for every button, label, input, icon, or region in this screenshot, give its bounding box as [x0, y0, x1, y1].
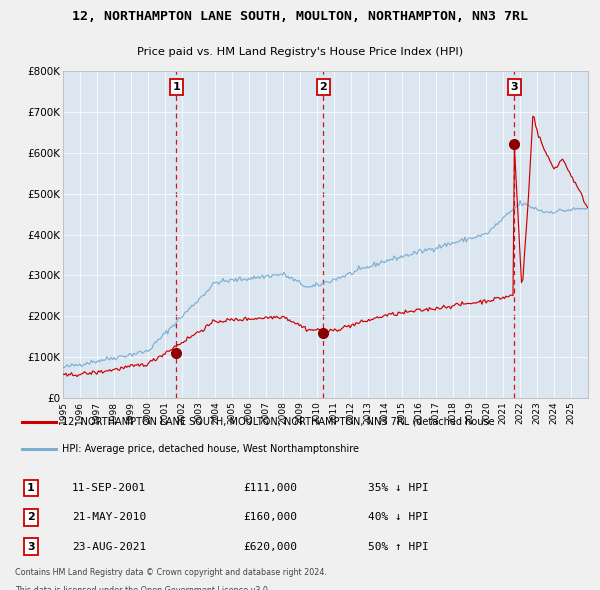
Text: 11-SEP-2001: 11-SEP-2001 — [72, 483, 146, 493]
Text: 35% ↓ HPI: 35% ↓ HPI — [368, 483, 429, 493]
Point — [18, 418, 25, 425]
Text: Contains HM Land Registry data © Crown copyright and database right 2024.: Contains HM Land Registry data © Crown c… — [15, 568, 327, 577]
Text: 12, NORTHAMPTON LANE SOUTH, MOULTON, NORTHAMPTON, NN3 7RL: 12, NORTHAMPTON LANE SOUTH, MOULTON, NOR… — [72, 10, 528, 23]
Text: £620,000: £620,000 — [243, 542, 297, 552]
Text: 3: 3 — [27, 542, 35, 552]
Text: 1: 1 — [173, 82, 181, 92]
Point — [52, 445, 59, 452]
Text: 50% ↑ HPI: 50% ↑ HPI — [368, 542, 429, 552]
Text: 3: 3 — [511, 82, 518, 92]
Text: 2: 2 — [27, 512, 35, 522]
Text: 40% ↓ HPI: 40% ↓ HPI — [368, 512, 429, 522]
Text: 23-AUG-2021: 23-AUG-2021 — [72, 542, 146, 552]
Text: This data is licensed under the Open Government Licence v3.0.: This data is licensed under the Open Gov… — [15, 586, 271, 590]
Text: £160,000: £160,000 — [243, 512, 297, 522]
Text: 1: 1 — [27, 483, 35, 493]
Text: 2: 2 — [320, 82, 328, 92]
Text: £111,000: £111,000 — [243, 483, 297, 493]
Text: HPI: Average price, detached house, West Northamptonshire: HPI: Average price, detached house, West… — [62, 444, 359, 454]
Text: Price paid vs. HM Land Registry's House Price Index (HPI): Price paid vs. HM Land Registry's House … — [137, 48, 463, 57]
Point — [18, 445, 25, 452]
Text: 21-MAY-2010: 21-MAY-2010 — [72, 512, 146, 522]
Text: 12, NORTHAMPTON LANE SOUTH, MOULTON, NORTHAMPTON, NN3 7RL (detached house: 12, NORTHAMPTON LANE SOUTH, MOULTON, NOR… — [62, 417, 494, 427]
Point — [52, 418, 59, 425]
